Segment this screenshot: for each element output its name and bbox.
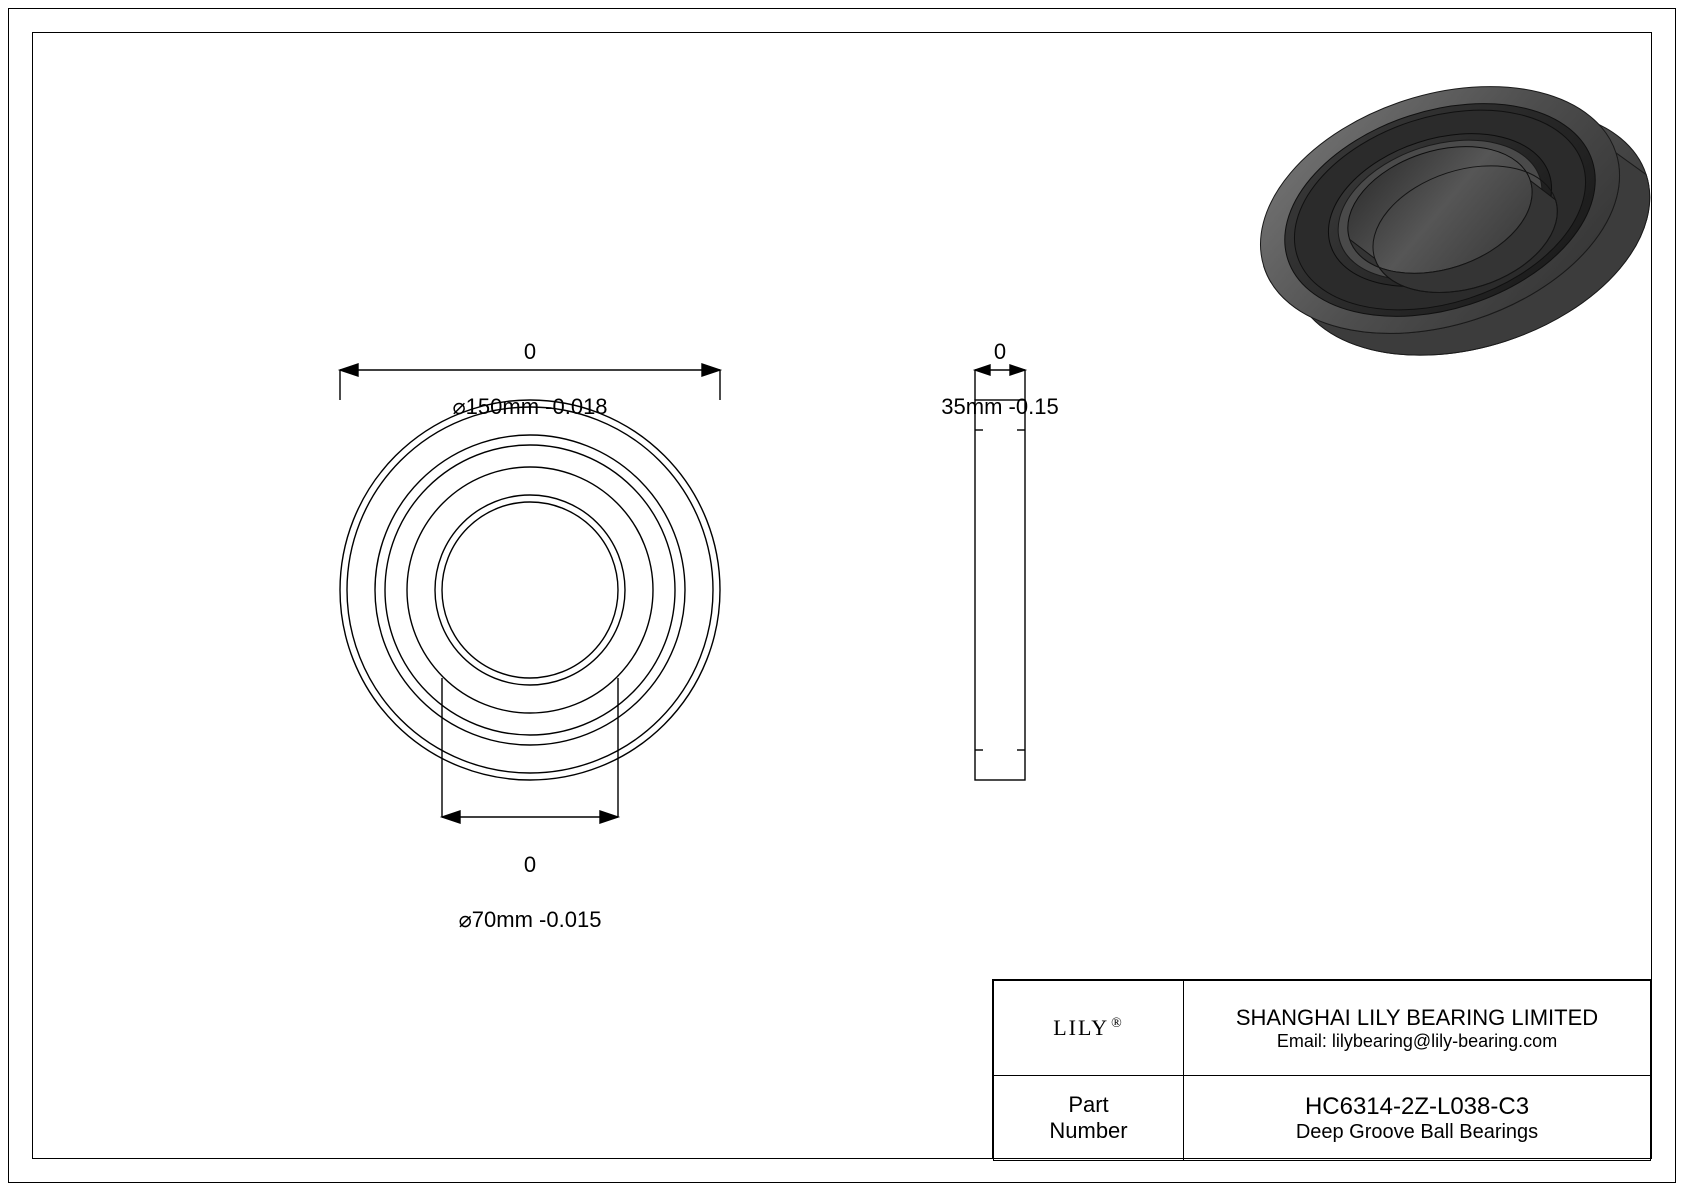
part-description: Deep Groove Ball Bearings [1198,1121,1636,1144]
company-name: SHANGHAI LILY BEARING LIMITED [1198,1005,1636,1031]
company-cell: SHANGHAI LILY BEARING LIMITED Email: lil… [1184,981,1651,1076]
part-number-label: Part Number [994,1076,1184,1161]
registered-mark: ® [1111,1016,1124,1031]
logo-cell: LILY® [994,981,1184,1076]
title-block: LILY® SHANGHAI LILY BEARING LIMITED Emai… [992,979,1652,1159]
company-email: Email: lilybearing@lily-bearing.com [1198,1031,1636,1052]
part-info-cell: HC6314-2Z-L038-C3 Deep Groove Ball Beari… [1184,1076,1651,1161]
part-number: HC6314-2Z-L038-C3 [1198,1093,1636,1121]
logo-text: LILY [1053,1015,1109,1040]
